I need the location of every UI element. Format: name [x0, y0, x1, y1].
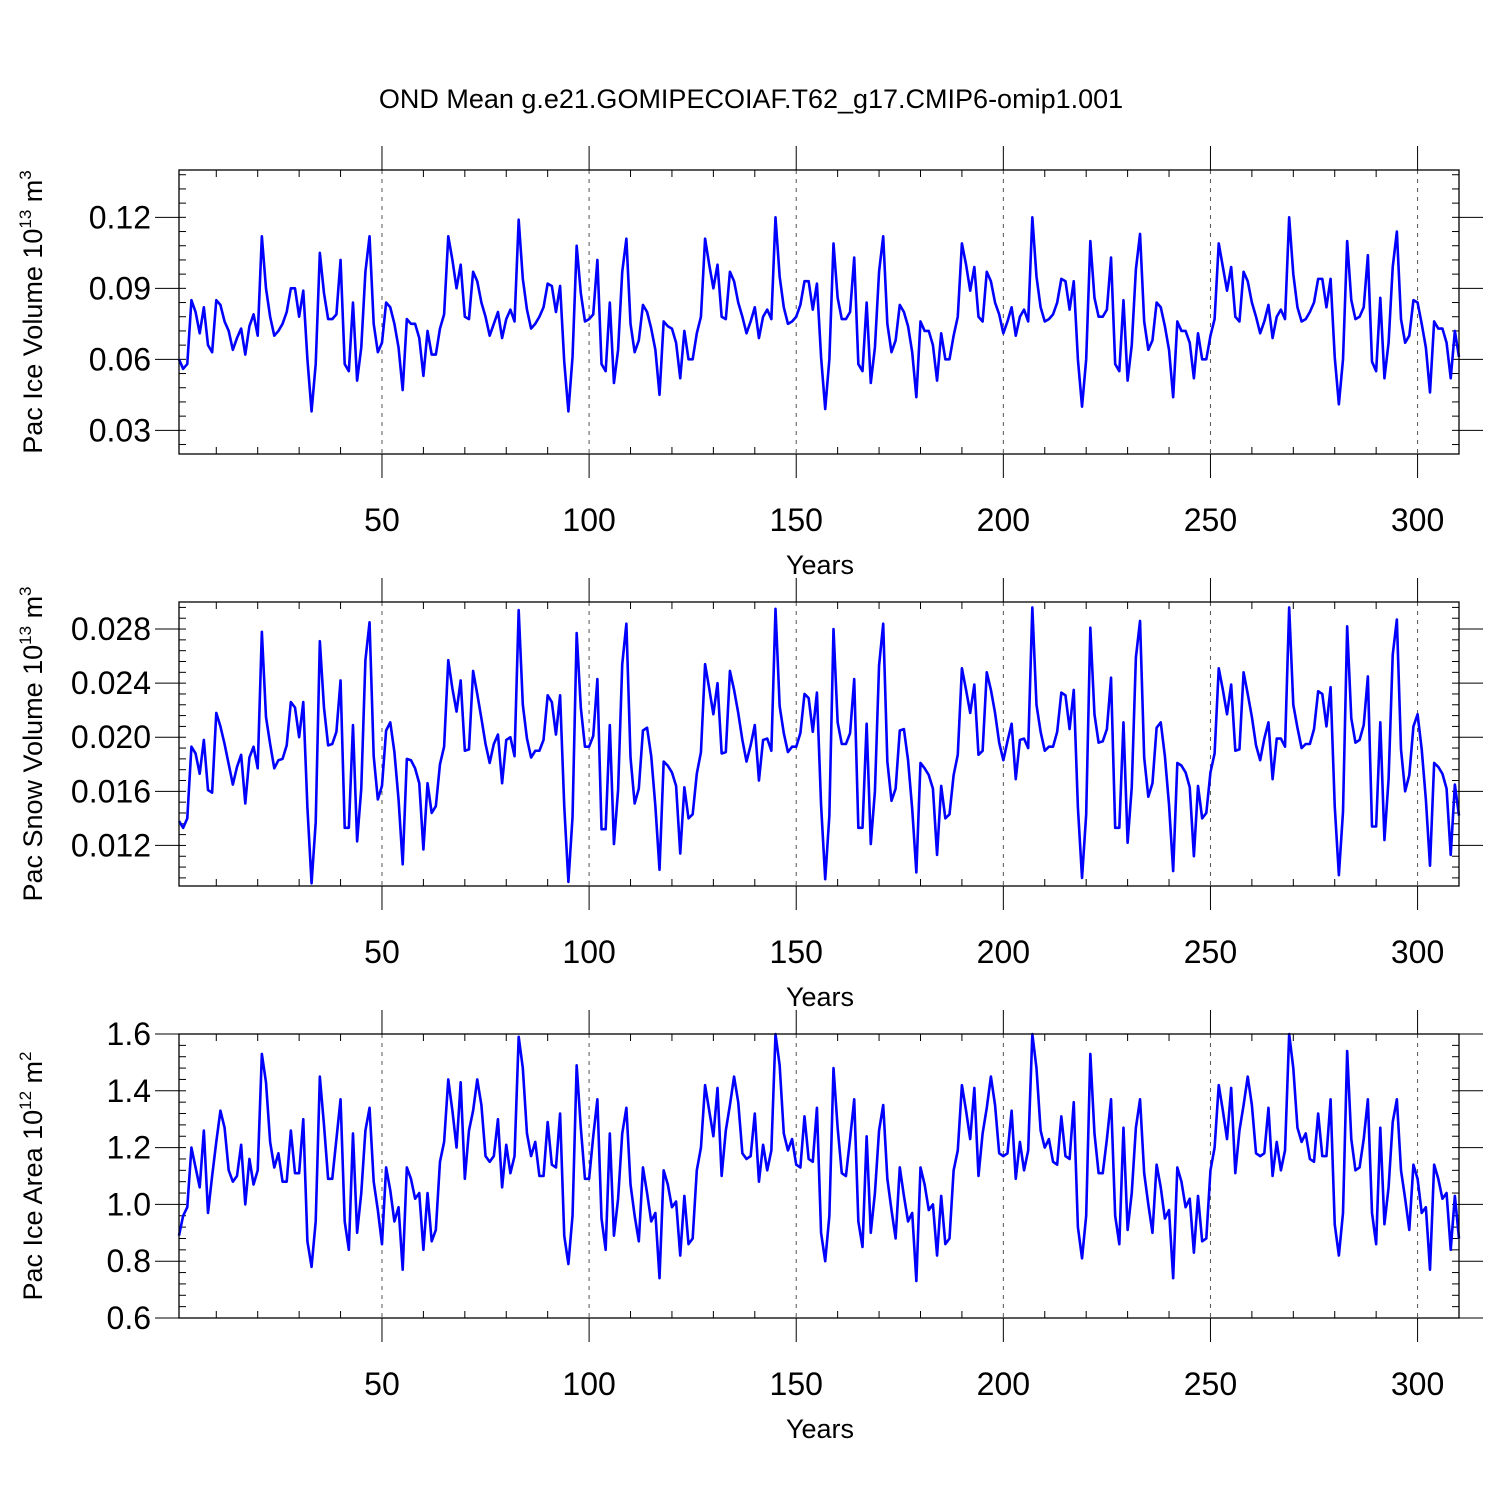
y-tick-label: 0.09: [89, 270, 151, 306]
y-tick-label: 0.03: [89, 412, 151, 448]
x-tick-label: 100: [562, 502, 615, 538]
x-tick-label: 150: [770, 502, 823, 538]
x-tick-label: 50: [364, 934, 400, 970]
y-tick-label: 0.016: [71, 773, 151, 809]
x-tick-label: 200: [977, 502, 1030, 538]
x-tick-label: 250: [1184, 934, 1237, 970]
y-tick-label: 0.028: [71, 611, 151, 647]
y-tick-label: 0.024: [71, 665, 151, 701]
x-tick-label: 100: [562, 934, 615, 970]
x-tick-label: 150: [770, 934, 823, 970]
chart-panel-3: 50 100 150 200 250 300 0.6 0.8 1.0 1.2 1.4 1.6 Years…: [16, 1010, 1483, 1444]
y-axis-label: Pac Ice Volume 1013 m3: [16, 170, 48, 454]
panels: 50 100 150 200 250 300 0.03 0.06 0.09 0.12 Years Pa…: [16, 146, 1483, 1444]
y-tick-label: 0.020: [71, 719, 151, 755]
x-axis-label: Years: [786, 1414, 854, 1444]
y-tick-label: 0.12: [89, 199, 151, 235]
x-tick-label: 300: [1391, 1366, 1444, 1402]
plot-frame: [178, 1033, 1460, 1319]
x-tick-label: 100: [562, 1366, 615, 1402]
y-tick-label: 1.6: [107, 1016, 151, 1052]
x-tick-label: 200: [977, 1366, 1030, 1402]
x-axis-label: Years: [786, 550, 854, 580]
y-tick-label: 0.012: [71, 827, 151, 863]
y-tick-label: 0.06: [89, 341, 151, 377]
x-tick-label: 250: [1184, 1366, 1237, 1402]
plot-frame: [178, 601, 1460, 887]
x-axis-label: Years: [786, 982, 854, 1012]
series-line: [177, 606, 1461, 885]
chart-panel-2: 50 100 150 200 250 300 0.012 0.016 0.020 0.024 0.0…: [16, 578, 1483, 1012]
series-line: [177, 216, 1461, 413]
x-tick-label: 300: [1391, 502, 1444, 538]
plot-frame: [178, 169, 1460, 455]
y-axis-label: Pac Ice Area 1012 m2: [16, 1051, 48, 1300]
y-tick-label: 0.6: [107, 1300, 151, 1336]
y-tick-label: 0.8: [107, 1243, 151, 1279]
series-line: [177, 1032, 1461, 1283]
x-tick-label: 150: [770, 1366, 823, 1402]
y-axis-label: Pac Snow Volume 1013 m3: [16, 586, 48, 901]
x-tick-label: 50: [364, 1366, 400, 1402]
x-tick-label: 300: [1391, 934, 1444, 970]
x-tick-label: 200: [977, 934, 1030, 970]
y-tick-label: 1.2: [107, 1130, 151, 1166]
x-tick-label: 50: [364, 502, 400, 538]
figure-title: OND Mean g.e21.GOMIPECOIAF.T62_g17.CMIP6…: [379, 84, 1123, 114]
x-tick-label: 250: [1184, 502, 1237, 538]
y-tick-label: 1.0: [107, 1186, 151, 1222]
y-tick-label: 1.4: [107, 1073, 151, 1109]
chart-panel-1: 50 100 150 200 250 300 0.03 0.06 0.09 0.12 Years Pa…: [16, 146, 1483, 580]
